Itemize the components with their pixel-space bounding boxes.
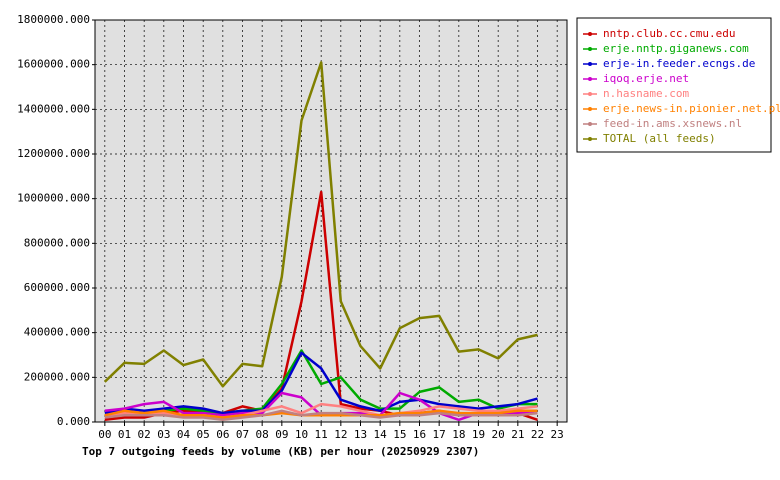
x-tick-label: 21 xyxy=(511,428,524,441)
y-tick-label: 400000.000 xyxy=(24,326,90,339)
x-tick-label: 00 xyxy=(98,428,111,441)
legend-marker xyxy=(588,62,592,66)
series-line xyxy=(104,409,538,422)
x-tick-label: 15 xyxy=(393,428,406,441)
y-tick-label: 1200000.000 xyxy=(17,147,90,160)
legend-marker xyxy=(588,32,592,36)
x-tick-label: 02 xyxy=(138,428,151,441)
legend-marker xyxy=(588,92,592,96)
legend-box xyxy=(576,17,772,153)
x-tick-label: 12 xyxy=(334,428,347,441)
x-tick-label: 22 xyxy=(531,428,544,441)
legend-label: erje.nntp.giganews.com xyxy=(603,42,749,55)
chart-title: Top 7 outgoing feeds by volume (KB) per … xyxy=(82,445,479,458)
legend-marker xyxy=(588,47,592,51)
y-tick-label: 800000.000 xyxy=(24,236,90,249)
series-line xyxy=(104,351,538,415)
y-tick-label: 0.000 xyxy=(57,415,90,428)
x-tick-label: 14 xyxy=(374,428,388,441)
x-tick-label: 11 xyxy=(315,428,328,441)
x-tick-label: 23 xyxy=(551,428,564,441)
y-tick-label: 200000.000 xyxy=(24,370,90,383)
legend-label: erje.news-in.pionier.net.pl xyxy=(603,102,780,115)
y-tick-label: 1800000.000 xyxy=(17,13,90,26)
x-tick-label: 07 xyxy=(236,428,249,441)
legend-marker xyxy=(588,107,592,111)
legend-label: iqoq.erje.net xyxy=(603,72,689,85)
x-tick-label: 10 xyxy=(295,428,308,441)
x-tick-label: 13 xyxy=(354,428,367,441)
series-line xyxy=(104,409,538,419)
legend-marker xyxy=(588,137,592,141)
legend-label: feed-in.ams.xsnews.nl xyxy=(603,117,742,130)
x-tick-label: 08 xyxy=(256,428,269,441)
x-tick-label: 04 xyxy=(177,428,191,441)
series-line xyxy=(103,61,538,388)
x-tick-label: 19 xyxy=(472,428,485,441)
x-tick-label: 01 xyxy=(118,428,131,441)
y-tick-label: 1400000.000 xyxy=(17,102,90,115)
x-tick-label: 16 xyxy=(413,428,426,441)
legend-label: nntp.club.cc.cmu.edu xyxy=(603,27,735,40)
plot-area xyxy=(94,19,568,423)
x-tick-label: 17 xyxy=(433,428,446,441)
legend-marker xyxy=(588,122,592,126)
y-tick-label: 1600000.000 xyxy=(17,58,90,71)
legend-label: erje-in.feeder.ecngs.de xyxy=(603,57,755,70)
y-tick-label: 1000000.000 xyxy=(17,192,90,205)
x-tick-label: 06 xyxy=(216,428,229,441)
y-tick-label: 600000.000 xyxy=(24,281,90,294)
x-tick-label: 09 xyxy=(275,428,288,441)
x-tick-label: 03 xyxy=(157,428,170,441)
x-tick-label: 05 xyxy=(197,428,210,441)
legend-label: TOTAL (all feeds) xyxy=(603,132,716,145)
x-tick-label: 20 xyxy=(492,428,505,441)
legend-marker xyxy=(588,77,592,81)
legend-label: n.hasname.com xyxy=(603,87,689,100)
x-tick-label: 18 xyxy=(452,428,465,441)
